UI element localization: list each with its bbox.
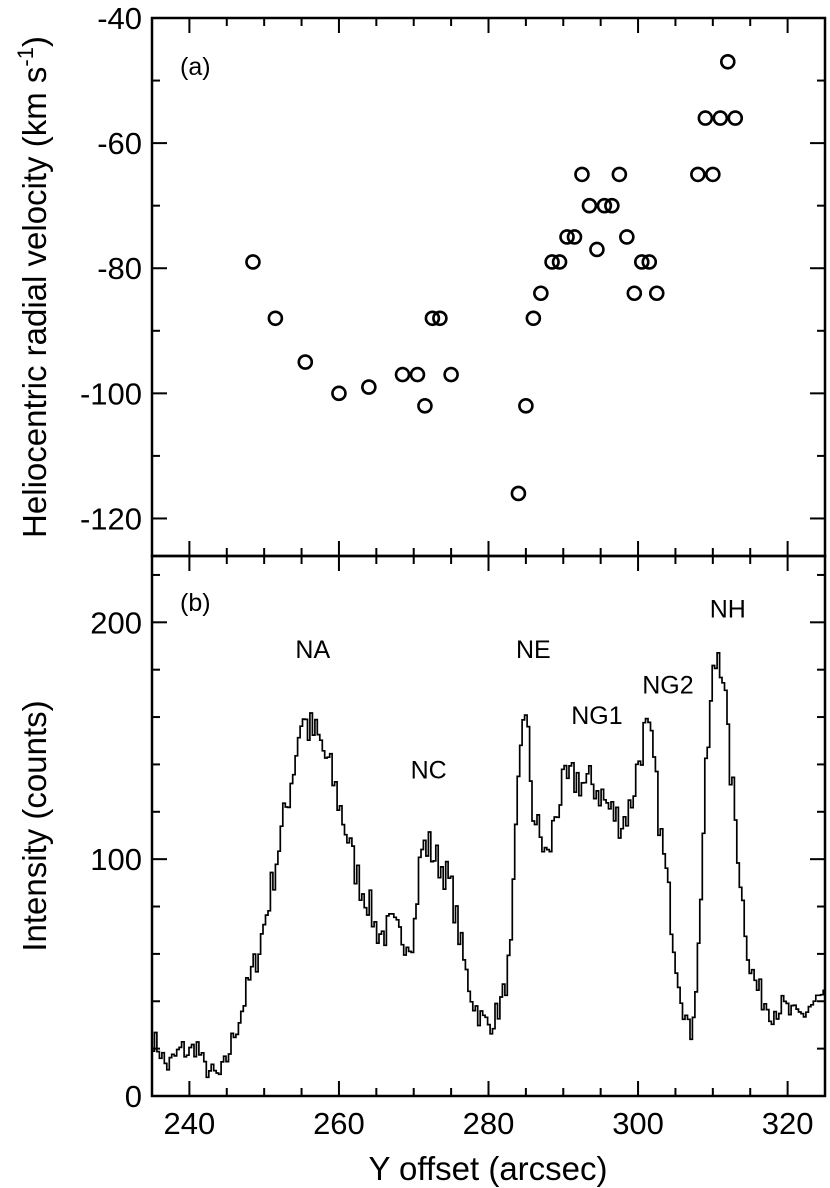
data-point bbox=[589, 241, 605, 258]
x-axis-title: Y offset (arcsec) bbox=[368, 1150, 607, 1187]
data-point bbox=[409, 366, 426, 383]
data-point bbox=[361, 379, 377, 395]
panel-b: 0 100 200 240 260 280 300 320 NA NC NE NG1 NG2 NH (… bbox=[16, 554, 827, 1187]
y-tick-label: -60 bbox=[97, 126, 142, 161]
data-point bbox=[417, 398, 433, 414]
data-point bbox=[596, 197, 613, 214]
y-tick-label: -100 bbox=[80, 376, 142, 411]
panel-b-annotations: NA NC NE NG1 NG2 NH bbox=[295, 596, 745, 785]
data-point bbox=[619, 229, 635, 245]
data-point bbox=[712, 110, 729, 126]
y-tick-label: 0 bbox=[125, 1079, 142, 1114]
panel-a-label: (a) bbox=[180, 53, 211, 81]
panel-a-y-ticks: -40 -60 -80 -100 -120 bbox=[80, 1, 825, 536]
data-point bbox=[574, 166, 590, 183]
data-point bbox=[626, 285, 643, 302]
panel-a: -40 -60 -80 -100 -120 (a) Heliocentric radia… bbox=[13, 1, 827, 558]
data-point bbox=[424, 310, 441, 327]
peak-label: NG2 bbox=[642, 671, 693, 699]
x-tick-label: 320 bbox=[762, 1106, 814, 1141]
data-point bbox=[518, 398, 534, 414]
peak-label: NE bbox=[516, 636, 551, 664]
data-point bbox=[641, 254, 658, 270]
intensity-series-line bbox=[152, 652, 825, 1079]
panel-a-x-ticks bbox=[188, 18, 789, 556]
panel-b-label: (b) bbox=[180, 589, 211, 617]
y-tick-label: 200 bbox=[90, 605, 142, 640]
data-point bbox=[245, 254, 261, 270]
data-point bbox=[633, 254, 650, 270]
data-point bbox=[525, 310, 542, 327]
data-point bbox=[559, 229, 575, 245]
data-point bbox=[533, 285, 549, 302]
peak-label: NG1 bbox=[571, 702, 622, 730]
y-tick-label: -40 bbox=[97, 1, 142, 36]
panel-a-y-axis-title: Heliocentric radial velocity (km s-1) bbox=[13, 36, 53, 538]
panel-b-frame bbox=[150, 554, 827, 1098]
data-point bbox=[611, 166, 628, 183]
panel-a-data-points bbox=[245, 53, 744, 502]
data-point bbox=[510, 485, 527, 502]
data-point bbox=[705, 166, 721, 183]
y-tick-label: 100 bbox=[90, 842, 142, 877]
peak-label: NA bbox=[295, 636, 330, 664]
data-point bbox=[394, 366, 411, 383]
y-tick-label: -120 bbox=[80, 501, 142, 536]
x-tick-label: 260 bbox=[313, 1106, 365, 1141]
panel-b-y-axis-title: Intensity (counts) bbox=[16, 700, 53, 951]
data-point bbox=[690, 166, 706, 183]
x-tick-label: 300 bbox=[612, 1106, 664, 1141]
data-point bbox=[432, 310, 448, 327]
data-point bbox=[551, 254, 568, 270]
data-point bbox=[719, 53, 736, 70]
x-tick-label: 280 bbox=[463, 1106, 515, 1141]
data-point bbox=[566, 229, 583, 245]
data-point bbox=[581, 197, 598, 214]
y-tick-label: -80 bbox=[97, 251, 142, 286]
panel-b-y-ticks: 0 100 200 bbox=[90, 573, 825, 1114]
peak-label: NC bbox=[411, 757, 447, 785]
data-point bbox=[297, 354, 314, 370]
x-tick-label: 240 bbox=[164, 1106, 216, 1141]
data-point bbox=[604, 197, 620, 214]
data-point bbox=[727, 110, 744, 126]
peak-label: NH bbox=[710, 596, 746, 624]
data-point bbox=[544, 254, 560, 270]
data-point bbox=[331, 385, 347, 402]
data-point bbox=[443, 366, 459, 383]
data-point bbox=[697, 110, 714, 126]
panel-a-frame bbox=[150, 16, 827, 558]
data-point bbox=[267, 310, 284, 327]
data-point bbox=[648, 285, 665, 302]
panel-b-x-ticks: 240 260 280 300 320 bbox=[164, 556, 814, 1141]
